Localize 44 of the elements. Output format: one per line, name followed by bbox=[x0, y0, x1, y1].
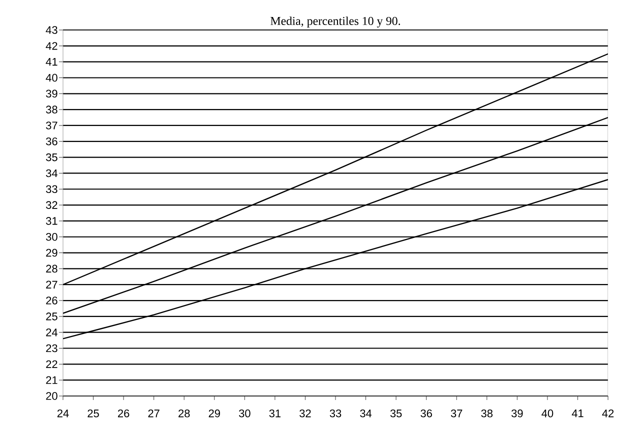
x-tick-label: 28 bbox=[178, 410, 190, 418]
x-tick-label: 32 bbox=[300, 410, 311, 418]
y-tick-label: 40 bbox=[46, 74, 58, 82]
x-tick-label: 25 bbox=[88, 410, 99, 418]
x-tick-label: 29 bbox=[208, 410, 220, 418]
x-tick-label: 35 bbox=[390, 410, 402, 418]
y-tick-label: 26 bbox=[46, 296, 58, 304]
y-tick-label: 38 bbox=[46, 106, 58, 114]
y-tick-label: 20 bbox=[46, 392, 58, 400]
y-tick-label: 30 bbox=[46, 232, 58, 241]
x-tick-label: 36 bbox=[420, 410, 432, 418]
x-tick-label: 38 bbox=[481, 410, 493, 418]
x-tick-label: 41 bbox=[572, 410, 584, 418]
y-tick-label: 21 bbox=[46, 376, 58, 384]
y-tick-label: 37 bbox=[46, 122, 58, 130]
y-tick-label: 39 bbox=[46, 90, 58, 98]
x-tick-label: 30 bbox=[238, 410, 250, 418]
y-tick-label: 43 bbox=[46, 26, 58, 34]
x-tick-label: 40 bbox=[542, 410, 554, 418]
x-tick-label: 26 bbox=[118, 410, 130, 418]
chart-title: Media, percentiles 10 y 90. bbox=[270, 16, 400, 28]
y-tick-label: 35 bbox=[46, 153, 58, 162]
x-tick-label: 39 bbox=[511, 410, 523, 418]
x-tick-label: 33 bbox=[330, 410, 342, 418]
y-tick-label: 23 bbox=[46, 344, 58, 352]
x-tick-label: 27 bbox=[148, 410, 160, 418]
y-tick-label: 31 bbox=[46, 217, 58, 225]
y-tick-label: 22 bbox=[46, 360, 58, 368]
y-tick-label: 34 bbox=[46, 169, 58, 178]
y-tick-label: 42 bbox=[46, 42, 58, 50]
y-tick-label: 33 bbox=[46, 185, 58, 194]
y-tick-label: 32 bbox=[46, 201, 58, 209]
y-tick-label: 24 bbox=[46, 328, 58, 336]
y-tick-label: 25 bbox=[46, 312, 58, 320]
x-tick-label: 42 bbox=[602, 410, 614, 418]
x-tick-label: 37 bbox=[450, 410, 462, 418]
y-tick-label: 29 bbox=[46, 248, 58, 257]
x-tick-label: 34 bbox=[360, 410, 372, 418]
x-tick-label: 31 bbox=[269, 410, 281, 418]
y-tick-label: 36 bbox=[46, 137, 58, 146]
y-tick-label: 27 bbox=[46, 280, 58, 288]
x-tick-label: 24 bbox=[57, 410, 69, 418]
y-tick-label: 28 bbox=[46, 264, 58, 273]
y-tick-label: 41 bbox=[46, 58, 58, 66]
